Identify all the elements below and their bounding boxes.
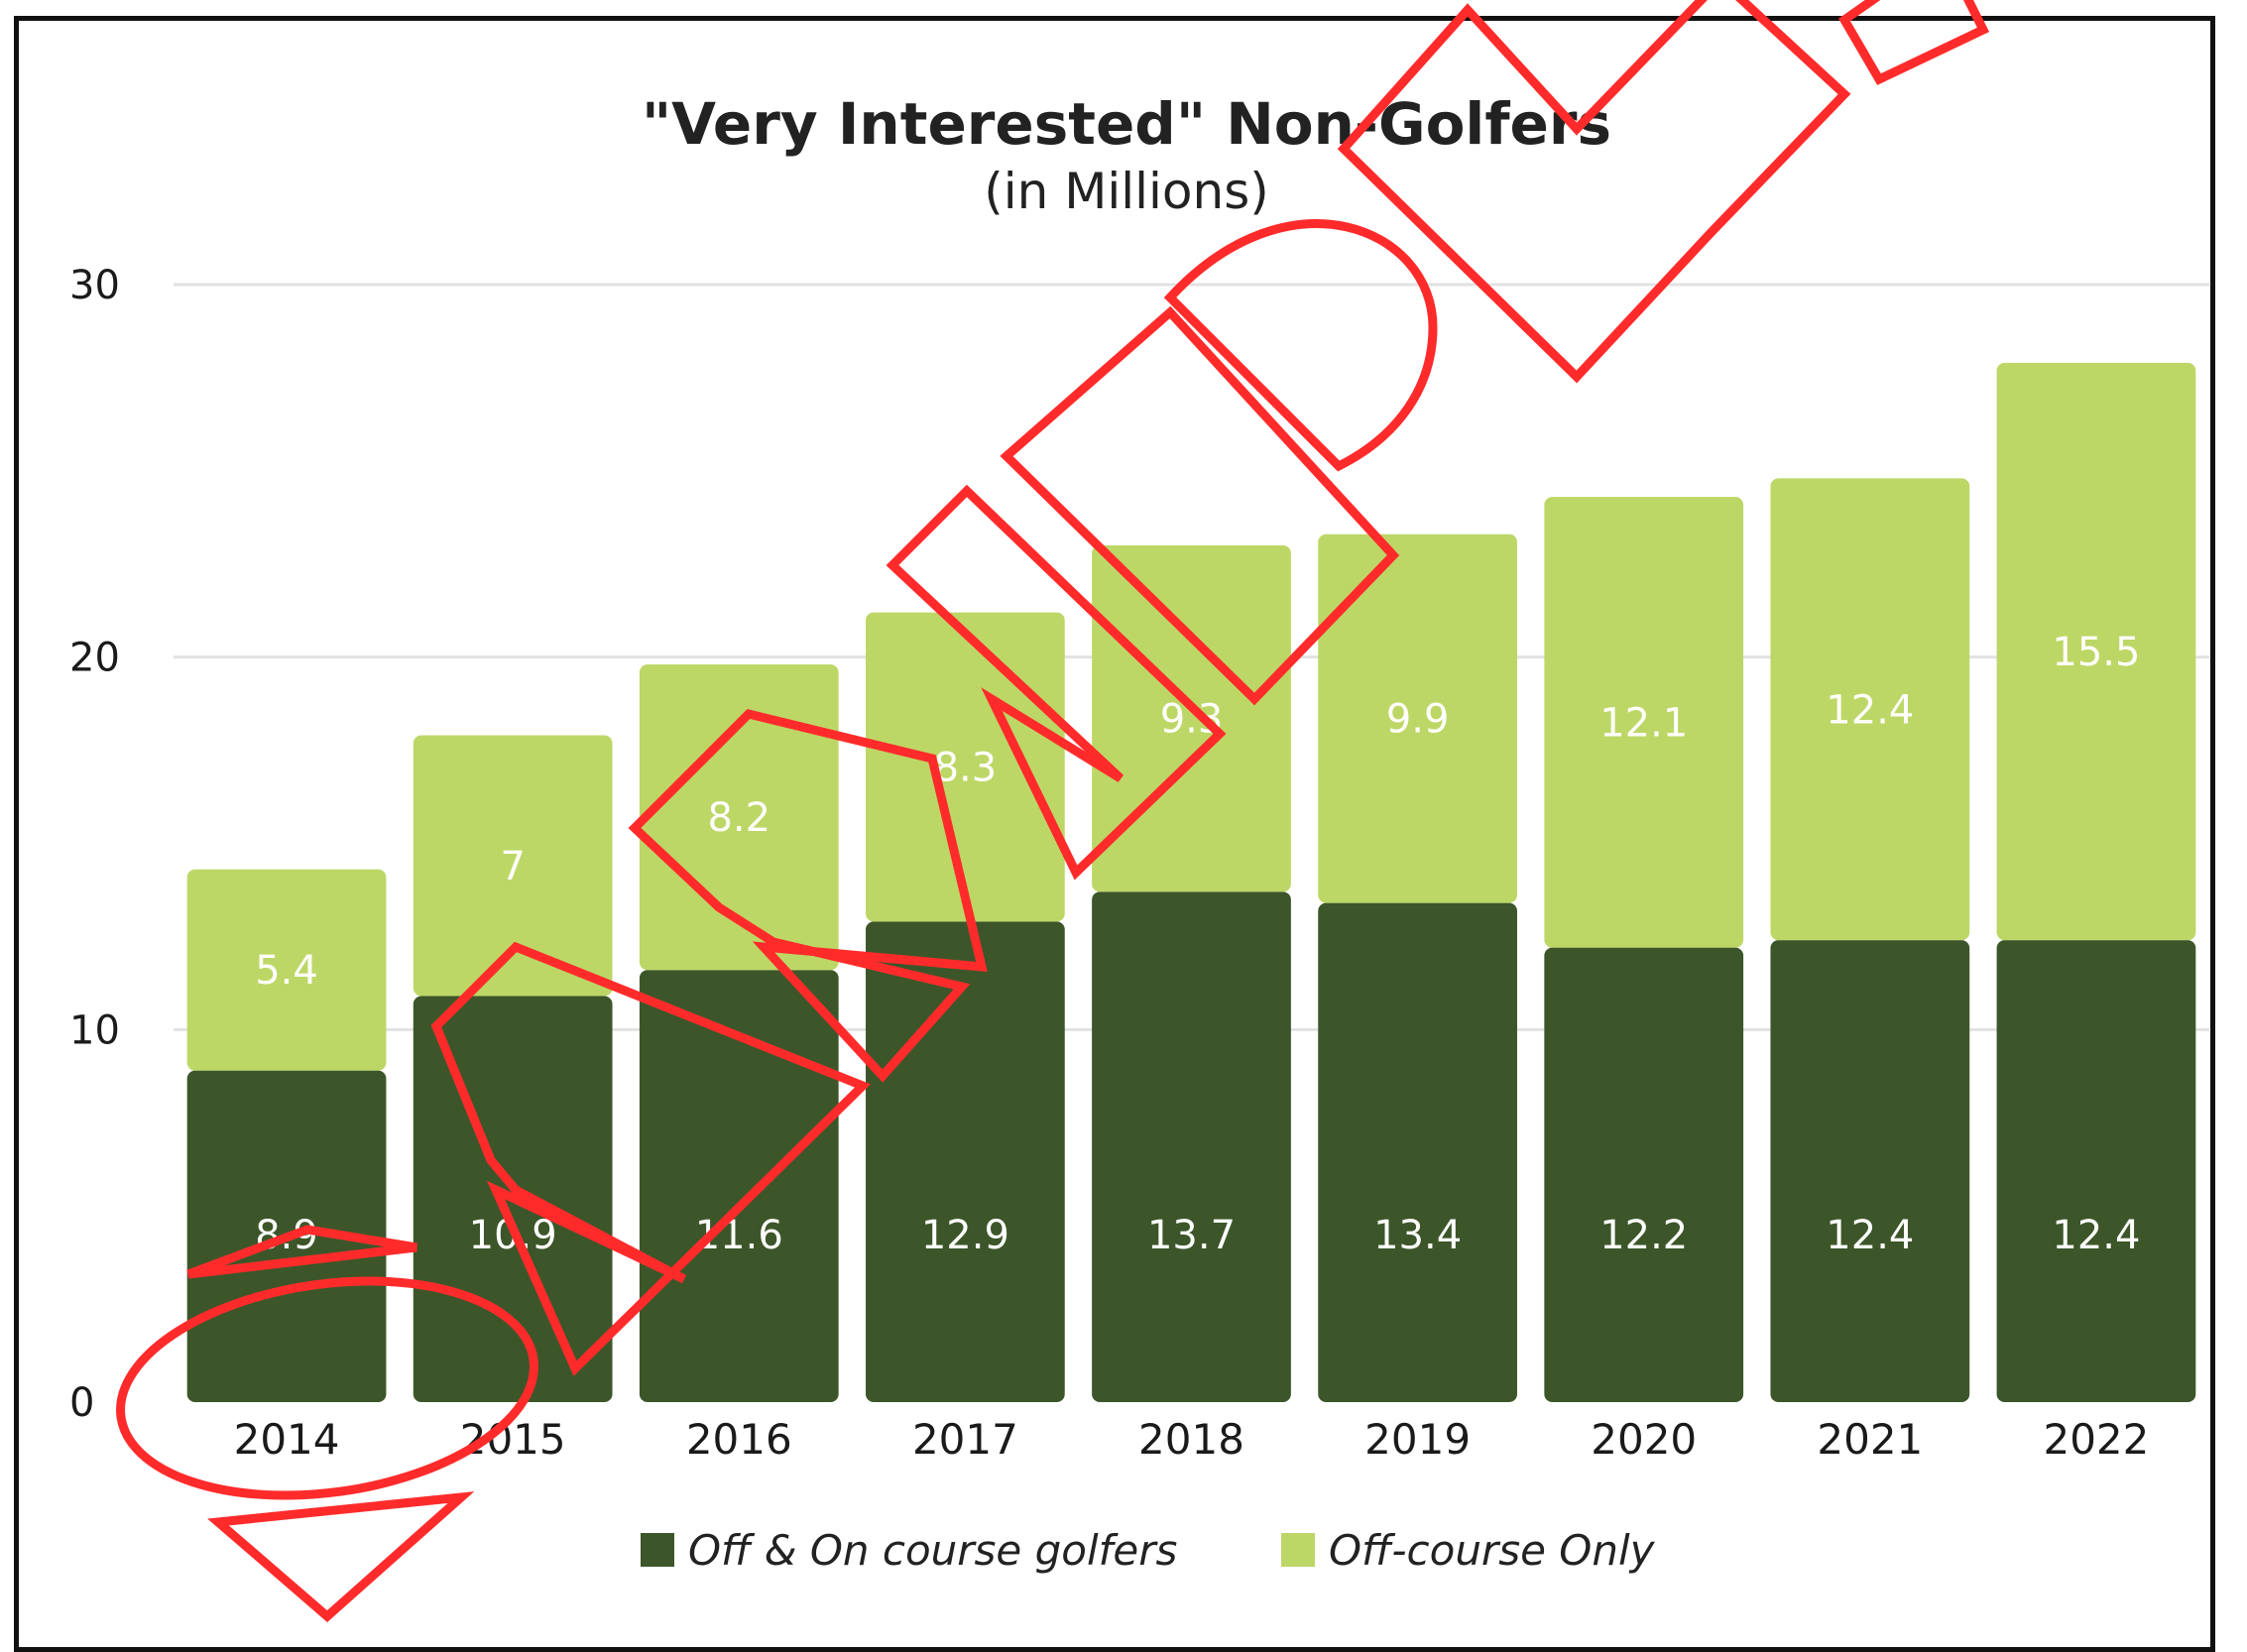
x-tick-label: 2018 <box>1138 1415 1244 1464</box>
bar-off-course-only <box>1770 478 1970 941</box>
bar-off-on-course <box>639 970 839 1402</box>
x-tick-label: 2019 <box>1364 1415 1471 1464</box>
bar-off-on-course <box>1996 940 2196 1402</box>
x-tick-label: 2016 <box>686 1415 792 1464</box>
y-tick-label: 20 <box>69 636 120 681</box>
data-label: 8.2 <box>707 795 770 841</box>
chart-title: "Very Interested" Non-Golfers <box>642 90 1611 158</box>
bar-off-course-only <box>1996 362 2196 941</box>
bar-off-course-only <box>639 664 839 971</box>
x-tick-label: 2022 <box>2043 1415 2149 1464</box>
data-label: 7 <box>500 844 525 889</box>
bar-off-course-only <box>186 869 387 1071</box>
x-axis-ticks: 2014 2015 2016 2017 2018 2019 2020 2021 2022 <box>234 1415 2150 1464</box>
data-label: 8.3 <box>934 745 998 790</box>
bar-off-on-course <box>1092 891 1291 1402</box>
sample-watermark <box>116 0 1990 1622</box>
bar-off-on-course <box>1318 902 1517 1402</box>
data-label: 12.4 <box>1826 687 1914 733</box>
bar-off-on-course <box>1770 940 1970 1402</box>
bar-off-on-course <box>866 921 1065 1402</box>
legend: Off & On course golfers Off-course Only <box>641 1526 1656 1575</box>
y-tick-label: 10 <box>69 1007 120 1053</box>
x-tick-label: 2021 <box>1817 1415 1923 1464</box>
data-label: 9.9 <box>1386 697 1450 743</box>
x-tick-label: 2015 <box>460 1415 566 1464</box>
data-label: 12.2 <box>1599 1213 1688 1258</box>
data-label: 12.4 <box>1826 1213 1914 1258</box>
legend-swatch-off-course-only <box>1281 1533 1315 1567</box>
data-label: 5.4 <box>255 948 318 994</box>
data-label: 13.4 <box>1373 1213 1462 1258</box>
data-label: 13.7 <box>1147 1213 1236 1258</box>
bar-off-course-only <box>413 735 613 997</box>
y-tick-label: 30 <box>69 263 120 308</box>
legend-label-off-course-only: Off-course Only <box>1329 1526 1656 1575</box>
bar-off-course-only <box>866 612 1065 922</box>
x-tick-label: 2017 <box>912 1415 1018 1464</box>
chart-subtitle: (in Millions) <box>984 163 1269 220</box>
y-axis-ticks: 0 10 20 30 <box>69 263 120 1426</box>
bar-off-on-course <box>1544 947 1744 1402</box>
x-tick-label: 2014 <box>234 1415 340 1464</box>
data-label: 15.5 <box>2052 630 2140 675</box>
legend-swatch-off-on-course <box>641 1533 674 1567</box>
legend-label-off-on-course: Off & On course golfers <box>688 1526 1177 1575</box>
y-tick-label: 0 <box>69 1380 94 1426</box>
data-label: 12.9 <box>921 1213 1009 1258</box>
data-label: 12.1 <box>1599 700 1688 746</box>
data-label: 12.4 <box>2052 1213 2140 1258</box>
bar-off-course-only <box>1318 533 1517 903</box>
x-tick-label: 2020 <box>1591 1415 1697 1464</box>
bar-off-course-only <box>1544 497 1744 948</box>
